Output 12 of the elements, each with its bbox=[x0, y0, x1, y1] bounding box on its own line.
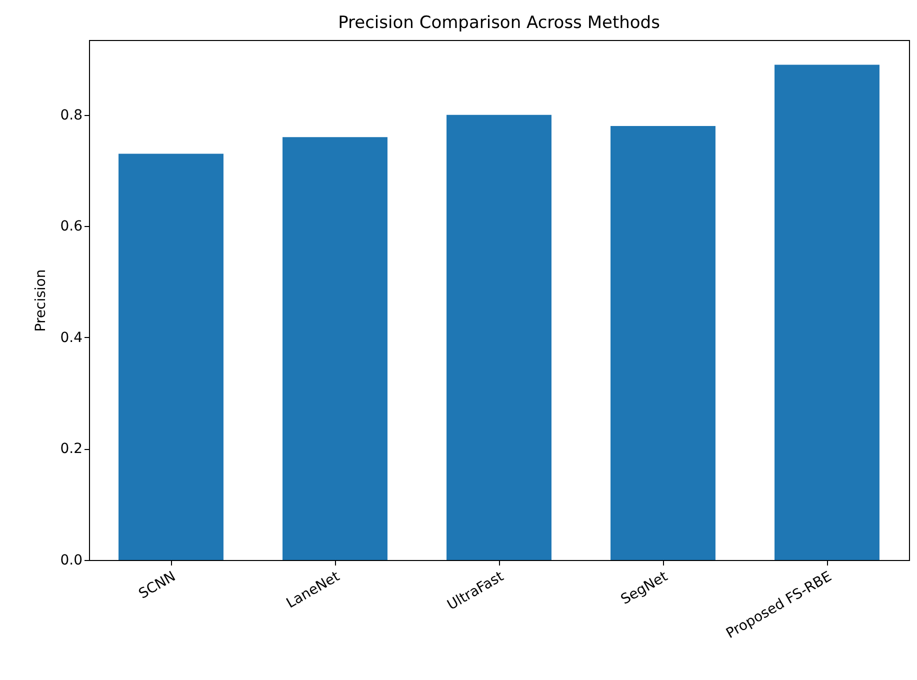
bar bbox=[282, 137, 388, 560]
y-tick-label: 0.6 bbox=[60, 218, 83, 235]
chart-title: Precision Comparison Across Methods bbox=[338, 13, 660, 33]
y-tick-label: 0.2 bbox=[60, 441, 82, 458]
y-tick-label: 0.0 bbox=[60, 552, 82, 568]
bar bbox=[118, 154, 224, 560]
bar bbox=[774, 64, 880, 560]
y-tick-label: 0.8 bbox=[60, 107, 82, 124]
bar bbox=[446, 114, 552, 560]
y-axis-title: Precision bbox=[33, 269, 50, 332]
y-tick-label: 0.4 bbox=[60, 330, 83, 346]
bar bbox=[610, 126, 716, 560]
